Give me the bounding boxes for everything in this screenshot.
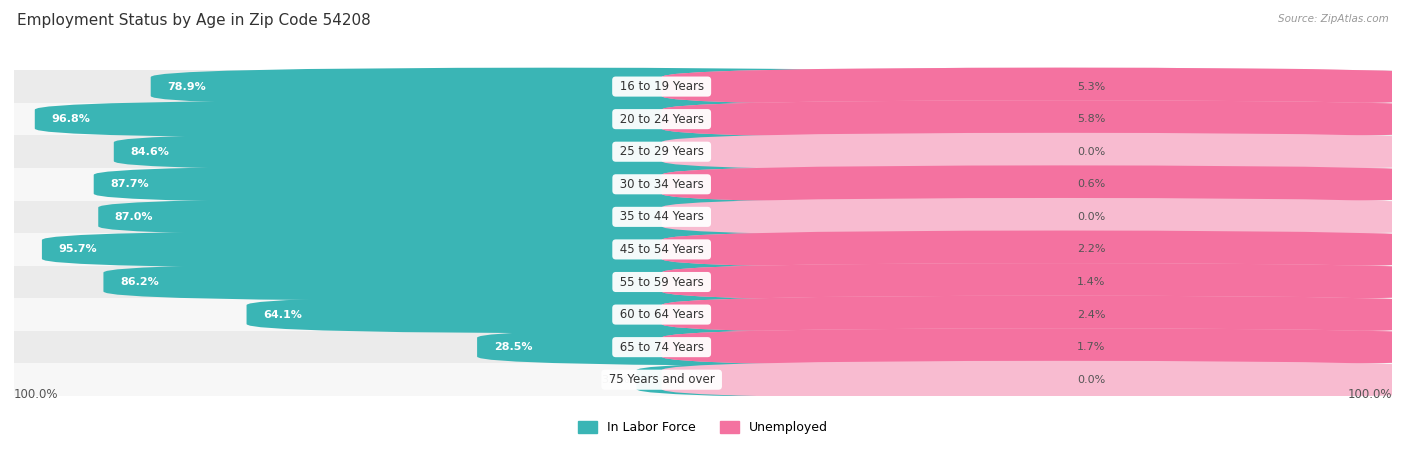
FancyBboxPatch shape — [114, 133, 912, 171]
Text: 78.9%: 78.9% — [167, 81, 207, 91]
Bar — [14, 168, 1392, 201]
Text: 100.0%: 100.0% — [1347, 388, 1392, 401]
Text: 30 to 34 Years: 30 to 34 Years — [616, 178, 707, 191]
Text: 0.0%: 0.0% — [1077, 212, 1105, 222]
Bar — [14, 103, 1392, 135]
Text: 2.2%: 2.2% — [1077, 244, 1105, 254]
FancyBboxPatch shape — [662, 296, 1406, 333]
FancyBboxPatch shape — [662, 100, 1406, 138]
FancyBboxPatch shape — [104, 263, 903, 301]
FancyBboxPatch shape — [662, 263, 1406, 301]
Text: 75 Years and over: 75 Years and over — [605, 373, 718, 386]
Text: 95.7%: 95.7% — [59, 244, 97, 254]
FancyBboxPatch shape — [662, 166, 1406, 203]
FancyBboxPatch shape — [662, 230, 1406, 268]
Text: 5.3%: 5.3% — [1077, 81, 1105, 91]
Text: 87.7%: 87.7% — [110, 179, 149, 189]
FancyBboxPatch shape — [246, 296, 1046, 333]
Text: 35 to 44 Years: 35 to 44 Years — [616, 210, 707, 223]
Text: 45 to 54 Years: 45 to 54 Years — [616, 243, 707, 256]
FancyBboxPatch shape — [662, 166, 1406, 203]
FancyBboxPatch shape — [662, 133, 1406, 171]
Text: 84.6%: 84.6% — [131, 147, 169, 157]
Text: 87.0%: 87.0% — [115, 212, 153, 222]
Text: 0.6%: 0.6% — [1077, 179, 1105, 189]
FancyBboxPatch shape — [662, 263, 1406, 301]
FancyBboxPatch shape — [662, 296, 1406, 333]
FancyBboxPatch shape — [94, 166, 893, 203]
FancyBboxPatch shape — [35, 100, 834, 138]
Text: 1.4%: 1.4% — [1077, 277, 1105, 287]
FancyBboxPatch shape — [662, 100, 1406, 138]
Text: 65 to 74 Years: 65 to 74 Years — [616, 341, 707, 354]
Text: Source: ZipAtlas.com: Source: ZipAtlas.com — [1278, 14, 1389, 23]
Text: 100.0%: 100.0% — [14, 388, 59, 401]
Bar — [14, 364, 1392, 396]
Text: 16 to 19 Years: 16 to 19 Years — [616, 80, 707, 93]
Text: 55 to 59 Years: 55 to 59 Years — [616, 275, 707, 288]
Bar — [14, 298, 1392, 331]
Text: Employment Status by Age in Zip Code 54208: Employment Status by Age in Zip Code 542… — [17, 14, 371, 28]
Bar — [14, 233, 1392, 266]
Text: 28.5%: 28.5% — [494, 342, 531, 352]
Text: 64.1%: 64.1% — [263, 310, 302, 320]
FancyBboxPatch shape — [662, 328, 1406, 366]
Text: 1.7%: 1.7% — [1077, 342, 1105, 352]
Text: 0.0%: 0.0% — [1077, 147, 1105, 157]
FancyBboxPatch shape — [637, 361, 1406, 399]
Text: 0.0%: 0.0% — [1077, 375, 1105, 385]
Text: 60 to 64 Years: 60 to 64 Years — [616, 308, 707, 321]
Text: 5.8%: 5.8% — [1077, 114, 1105, 124]
FancyBboxPatch shape — [150, 68, 950, 105]
FancyBboxPatch shape — [662, 198, 1406, 236]
FancyBboxPatch shape — [42, 230, 841, 268]
Text: 20 to 24 Years: 20 to 24 Years — [616, 112, 707, 126]
Bar — [14, 135, 1392, 168]
FancyBboxPatch shape — [662, 328, 1406, 366]
Text: 2.4%: 2.4% — [1077, 310, 1105, 320]
FancyBboxPatch shape — [662, 230, 1406, 268]
Bar — [14, 266, 1392, 298]
FancyBboxPatch shape — [662, 68, 1406, 105]
Bar — [14, 331, 1392, 364]
Bar — [14, 70, 1392, 103]
Text: 25 to 29 Years: 25 to 29 Years — [616, 145, 707, 158]
FancyBboxPatch shape — [98, 198, 897, 236]
Legend: In Labor Force, Unemployed: In Labor Force, Unemployed — [578, 421, 828, 434]
FancyBboxPatch shape — [662, 361, 1406, 399]
FancyBboxPatch shape — [477, 328, 1277, 366]
Bar — [14, 201, 1392, 233]
Text: 86.2%: 86.2% — [120, 277, 159, 287]
Text: 96.8%: 96.8% — [51, 114, 90, 124]
FancyBboxPatch shape — [662, 68, 1406, 105]
Text: 3.9%: 3.9% — [602, 375, 630, 385]
